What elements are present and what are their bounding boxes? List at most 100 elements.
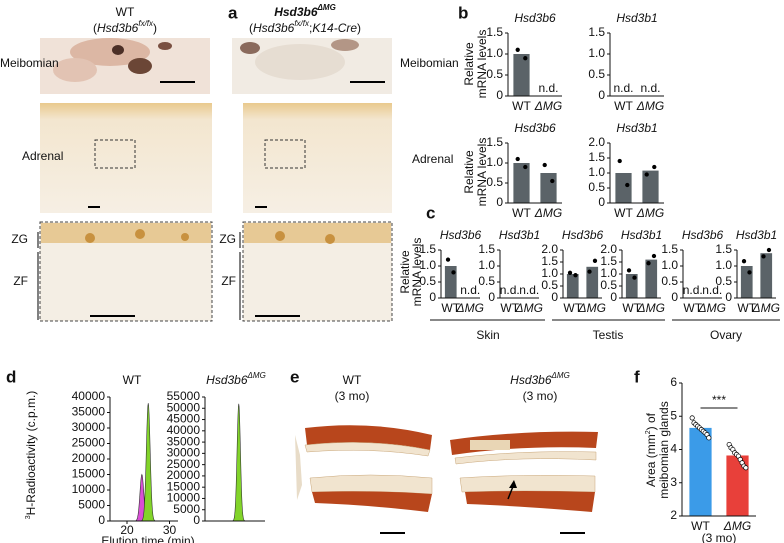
- x-tick-label: ΔMG: [636, 99, 664, 113]
- x-tick-label: ΔMG: [515, 301, 543, 315]
- y-axis-label: mRNA levels: [475, 30, 489, 99]
- y-tick-label: 0: [496, 88, 503, 102]
- chart-title: Hsd3b1: [616, 121, 657, 135]
- text: 3: [25, 515, 32, 519]
- x-tick-label: 20: [120, 523, 134, 537]
- y-tick-label: 30000: [72, 420, 106, 434]
- x-axis-label: (3 mo): [702, 531, 737, 543]
- text: ;: [309, 21, 312, 35]
- column-subtitle: (3 mo): [523, 389, 558, 403]
- row-label: Adrenal: [22, 149, 63, 163]
- y-tick-label: 1.0: [486, 46, 503, 60]
- y-tick-label: 2.0: [600, 242, 617, 256]
- zone-label: ZG: [11, 232, 28, 246]
- micrographs-a: [37, 38, 393, 322]
- y-tick-label: 1.5: [419, 242, 436, 256]
- value-label: n.d.: [460, 283, 480, 297]
- text: Hsd3b6: [97, 21, 139, 35]
- data-point: [567, 270, 573, 275]
- bar: [689, 427, 712, 516]
- chart-title: WT: [123, 373, 142, 387]
- x-tick-label: ΔMG: [636, 206, 664, 220]
- data-point: [747, 270, 752, 275]
- x-tick-label: ΔMG: [637, 301, 665, 315]
- y-tick-label: 0: [671, 290, 678, 304]
- value-label: n.d.: [519, 283, 539, 297]
- x-tick-label: ΔMG: [698, 301, 726, 315]
- data-point: [445, 257, 451, 262]
- y-axis-label: Relative: [398, 250, 412, 294]
- x-tick-label: WT: [614, 206, 633, 220]
- y-axis-label: meibomian glands: [657, 401, 671, 498]
- panel-letter: a: [228, 3, 238, 22]
- text: ΔMG: [551, 371, 570, 380]
- y-axis-label: mRNA levels: [475, 138, 489, 207]
- x-tick-label: WT: [512, 99, 531, 113]
- chart-title: Hsd3b1: [621, 228, 662, 242]
- y-axis-label: 3H-Radioactivity (c.p.m.): [24, 391, 38, 520]
- data-point: [651, 253, 657, 259]
- text: ) of: [644, 412, 658, 430]
- data-point: [766, 247, 772, 253]
- y-tick-label: 25000: [72, 436, 106, 450]
- data-point: [523, 56, 528, 61]
- y-tick-label: 25000: [167, 457, 201, 471]
- value-label: n.d.: [613, 81, 633, 95]
- y-tick-label: 0: [598, 195, 605, 209]
- column-title: WT: [116, 5, 135, 19]
- y-tick-label: 45000: [167, 412, 201, 426]
- y-tick-label: 1.0: [588, 165, 605, 179]
- micrographs-e: [295, 425, 598, 534]
- y-tick-label: 2: [670, 508, 677, 522]
- y-tick-label: 1.0: [661, 258, 678, 272]
- data-point: [550, 178, 555, 184]
- y-tick-label: 0.5: [419, 274, 436, 288]
- group-label: Ovary: [710, 328, 742, 342]
- value-label: n.d.: [683, 283, 703, 297]
- data-point: [743, 465, 749, 471]
- y-tick-label: 40000: [167, 423, 201, 437]
- value-label: n.d.: [702, 283, 722, 297]
- bar: [513, 163, 530, 203]
- value-label: n.d.: [538, 81, 558, 95]
- text: fx/fx: [138, 19, 154, 28]
- row-label: Meibomian: [400, 56, 459, 70]
- y-tick-label: 1.0: [419, 258, 436, 272]
- y-tick-label: 1.0: [541, 266, 558, 280]
- y-tick-label: 0.5: [478, 274, 495, 288]
- y-tick-label: 0.5: [588, 67, 605, 81]
- y-tick-label: 0: [488, 290, 495, 304]
- chart-title: Hsd3b6: [514, 11, 556, 25]
- y-tick-label: 30000: [167, 446, 201, 460]
- x-tick-label: WT: [737, 301, 756, 315]
- y-tick-label: 1.0: [715, 258, 732, 272]
- row-label: Adrenal: [412, 152, 453, 166]
- y-tick-label: 0: [496, 195, 503, 209]
- x-axis-label: Elution time (min): [101, 534, 194, 543]
- y-tick-label: 1.0: [486, 155, 503, 169]
- y-tick-label: 1.0: [588, 46, 605, 60]
- chart-title: Hsd3b1: [736, 228, 777, 242]
- chart-title: Hsd3b6: [440, 228, 482, 242]
- column-subtitle: (Hsd3b6fx/fx;K14-Cre): [249, 19, 361, 35]
- y-tick-label: 1.5: [661, 242, 678, 256]
- text: 2: [645, 430, 652, 434]
- value-label: n.d.: [500, 283, 520, 297]
- y-axis-label: Area (mm2) of: [644, 412, 658, 487]
- y-tick-label: 2.0: [541, 242, 558, 256]
- data-point: [689, 415, 695, 421]
- text: Hsd3b6: [206, 373, 248, 387]
- y-tick-label: 0: [551, 290, 558, 304]
- y-tick-label: 3: [670, 475, 677, 489]
- x-tick-label: ΔMG: [752, 301, 780, 315]
- bar: [513, 54, 530, 96]
- y-tick-label: 1.5: [715, 242, 732, 256]
- text: Hsd3b6: [253, 21, 295, 35]
- y-tick-label: 1.5: [600, 254, 617, 268]
- bar: [760, 253, 773, 298]
- y-tick-label: 1.0: [478, 258, 495, 272]
- text: ): [357, 21, 361, 35]
- data-point: [652, 164, 657, 170]
- data-point: [632, 275, 637, 280]
- panel-letter: e: [290, 367, 299, 386]
